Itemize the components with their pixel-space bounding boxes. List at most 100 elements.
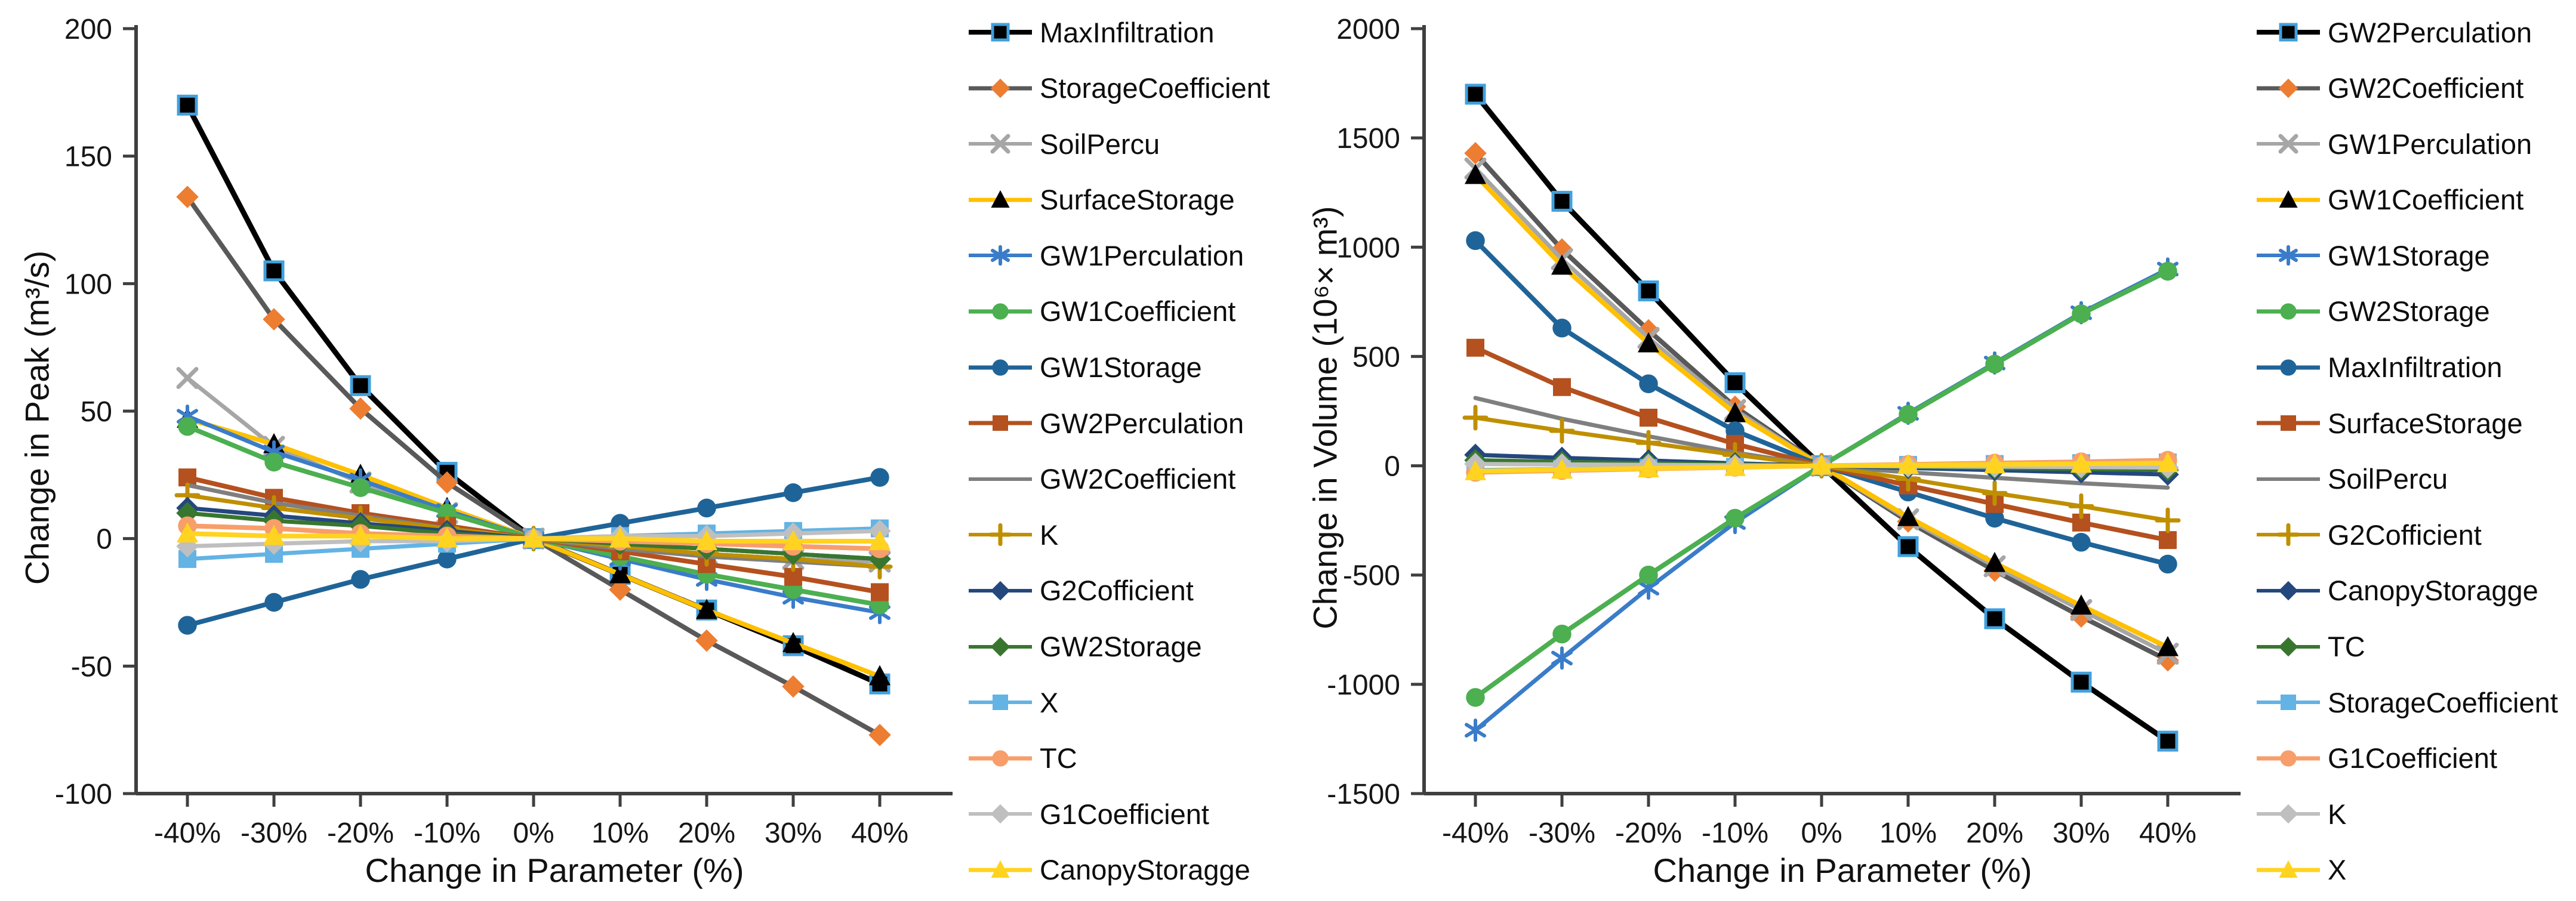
legend-item-GW1Perculation: GW1Perculation — [967, 240, 1277, 271]
legend-label: K — [2328, 798, 2347, 830]
legend-marker-icon — [969, 804, 1032, 824]
legend-marker-icon — [2257, 23, 2320, 42]
legend-marker-glyph — [992, 750, 1009, 767]
legend-marker-glyph — [2280, 750, 2297, 767]
series-marker-CanopyStoragge — [696, 530, 717, 550]
legend-marker-glyph — [990, 637, 1010, 656]
series-marker-CanopyStoragge — [869, 530, 890, 550]
legend-marker-icon — [969, 477, 1032, 481]
volume-x-axis-title: Change in Parameter (%) — [1653, 851, 2032, 889]
series-marker-G2Cofficient — [1549, 418, 1575, 444]
series-marker-X — [1984, 453, 2005, 474]
legend-marker-icon — [969, 860, 1032, 878]
series-marker-X — [2070, 452, 2092, 473]
series-marker-GW2Coefficient — [1464, 142, 1487, 165]
x-tick-label: 10% — [1879, 817, 1937, 849]
series-marker-CanopyStoragge — [609, 527, 631, 548]
legend-item-X: X — [967, 687, 1277, 718]
legend-label: TC — [2328, 631, 2365, 663]
peak-chart-panel: Change in Peak (m³/s) 200 150 100 50 0 -50 -10… — [19, 14, 1277, 889]
volume-legend: GW2Perculation GW2Coefficient GW1Perculati… — [2255, 17, 2565, 885]
legend-item-K: K — [967, 519, 1277, 551]
series-marker-GW1Coefficient — [2070, 594, 2092, 615]
legend-label: GW2Coefficient — [1040, 463, 1236, 495]
series-marker-CanopyStoragge — [177, 522, 198, 543]
series-marker-GW1Coefficient — [178, 416, 197, 436]
legend-marker-glyph — [2278, 78, 2298, 98]
y-tick-label: 0 — [1384, 451, 1400, 483]
series-marker-CanopyStoragge — [782, 530, 804, 550]
series-marker-GW2Perculation — [2070, 671, 2092, 693]
legend-marker-glyph — [2278, 637, 2298, 656]
x-tick-label: 20% — [1966, 817, 2023, 849]
legend-label: GW2Coefficient — [2328, 72, 2524, 104]
series-marker-MaxInfiltration — [1985, 508, 2004, 528]
legend-label: SoilPercu — [2328, 463, 2448, 495]
x-tick-label: 40% — [851, 817, 908, 849]
y-tick-label: 150 — [64, 141, 112, 173]
legend-marker-glyph — [2278, 804, 2298, 824]
legend-marker-icon — [969, 78, 1032, 98]
legend-label: G2Cofficient — [1040, 575, 1194, 607]
series-marker-GW2Storage — [1639, 565, 1658, 585]
legend-item-TC: TC — [2255, 631, 2565, 662]
series-marker-StorageCoefficient — [782, 675, 805, 698]
legend-label: GW1Coefficient — [2328, 184, 2524, 216]
legend-marker-icon — [969, 637, 1032, 656]
series-marker-SurfaceStorage — [609, 563, 631, 584]
legend-marker-glyph — [990, 78, 1010, 98]
legend-marker-icon — [2257, 804, 2320, 824]
y-tick-label: 0 — [96, 524, 112, 556]
legend-marker-glyph — [991, 860, 1010, 878]
series-marker-GW2Perculation — [1465, 84, 1486, 105]
legend-marker-glyph — [993, 415, 1008, 431]
x-tick-label: -40% — [154, 817, 221, 849]
series-marker-MaxInfiltration — [1552, 319, 1572, 338]
series-marker-X — [1811, 454, 1832, 475]
legend-label: SurfaceStorage — [1040, 184, 1235, 216]
legend-marker-icon — [969, 359, 1032, 376]
series-line-GW1Coefficient — [1473, 172, 2170, 650]
legend-marker-icon — [2257, 750, 2320, 767]
legend-item-MaxInfiltration: MaxInfiltration — [967, 17, 1277, 48]
volume-plot: 2000 1500 1000 500 0 -500 -1000 -1500 -40% -30% -2… — [1327, 14, 2241, 849]
legend-label: GW1Storage — [1040, 351, 1202, 384]
series-marker-GW2Perculation — [2157, 730, 2178, 752]
series-marker-GW1Storage — [351, 570, 370, 589]
legend-label: G1Coefficient — [1040, 798, 1209, 830]
legend-label: GW2Perculation — [2328, 16, 2532, 48]
legend-marker-glyph — [2279, 190, 2298, 208]
legend-marker-icon — [2257, 860, 2320, 878]
legend-item-GW1Coefficient: GW1Coefficient — [2255, 184, 2565, 215]
peak-plot: 200 150 100 50 0 -50 -100 -40% -30% -20% -10% 0% 10%… — [55, 14, 953, 849]
series-marker-GW2Storage — [1985, 354, 2004, 374]
series-marker-SurfaceStorage — [1553, 378, 1571, 396]
series-marker-MaxInfiltration — [350, 375, 371, 396]
series-marker-StorageCoefficient — [436, 471, 458, 494]
legend-marker-icon — [2257, 303, 2320, 320]
legend-marker-icon — [2257, 637, 2320, 656]
legend-marker-icon — [2257, 78, 2320, 98]
legend-marker-icon — [2257, 245, 2320, 266]
legend-item-GW2Storage: GW2Storage — [2255, 295, 2565, 327]
series-marker-CanopyStoragge — [350, 524, 371, 545]
series-marker-MaxInfiltration — [177, 94, 198, 116]
legend-label: GW2Storage — [1040, 631, 1202, 663]
series-marker-G2Cofficient — [1462, 405, 1489, 431]
series-line-GW1Perculation — [185, 414, 882, 615]
x-tick-label: 30% — [2053, 817, 2110, 849]
legend-marker-glyph — [2278, 134, 2298, 154]
legend-marker-glyph — [990, 581, 1010, 601]
series-marker-SoilPercu — [176, 366, 199, 389]
series-marker-GW2Perculation — [1897, 536, 1919, 557]
series-marker-GW2Storage — [2072, 304, 2091, 323]
y-tick-label: 500 — [1352, 341, 1400, 373]
series-marker-GW1Coefficient — [351, 478, 370, 497]
y-tick-label: 50 — [81, 396, 112, 428]
series-marker-CanopyStoragge — [436, 527, 458, 548]
legend-item-GW2Perculation: GW2Perculation — [967, 408, 1277, 439]
legend-marker-glyph — [990, 134, 1010, 154]
legend-item-StorageCoefficient: StorageCoefficient — [967, 72, 1277, 104]
legend-marker-icon — [969, 695, 1032, 711]
series-marker-GW1Storage — [784, 483, 803, 502]
